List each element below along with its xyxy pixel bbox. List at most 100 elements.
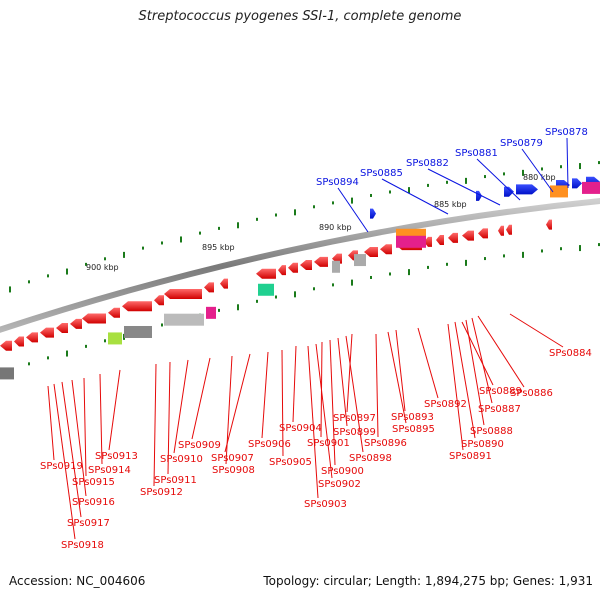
- gene-label: SPs0892: [424, 399, 467, 410]
- callout-line: [61, 381, 82, 518]
- annotation-bar: [0, 367, 14, 380]
- callout-line: [427, 168, 501, 206]
- callout-line: [337, 187, 369, 233]
- gene-label: SPs0885: [360, 168, 403, 179]
- gene-label: SPs0906: [248, 439, 291, 450]
- annotation-bar: [124, 325, 152, 338]
- feature-track: [0, 176, 600, 380]
- gene-label: SPs0900: [321, 466, 364, 477]
- gene-label: SPs0907: [211, 453, 254, 464]
- gene-label: SPs0919: [40, 461, 83, 472]
- callout-line: [108, 369, 121, 451]
- reverse-gene-arrow: [300, 259, 312, 270]
- scale-label: 895 kbp: [202, 243, 235, 252]
- scale-label: 890 kbp: [319, 223, 352, 232]
- callout-line: [509, 313, 564, 348]
- scale-label: 900 kbp: [86, 263, 119, 272]
- annotation-bar: [332, 260, 340, 273]
- annotation-bar: [582, 181, 600, 194]
- annotation-bar: [354, 254, 366, 267]
- callout-line: [167, 361, 171, 475]
- genome-backbone: [0, 197, 600, 333]
- gene-label: SPs0903: [304, 499, 347, 510]
- scale-ticks-outer: [9, 161, 600, 293]
- callout-line: [337, 337, 348, 427]
- scale-label: 880 kbp: [523, 173, 556, 182]
- callout-line: [315, 343, 333, 479]
- callout-line: [99, 373, 103, 465]
- reverse-gene-arrow: [154, 295, 164, 306]
- callout-line: [477, 315, 525, 388]
- callout-line: [476, 158, 521, 201]
- callout-line: [381, 178, 449, 215]
- reverse-gene-arrow: [380, 244, 392, 255]
- reverse-gene-arrow: [40, 327, 54, 338]
- gene-label: SPs0911: [154, 475, 197, 486]
- reverse-gene-arrow: [0, 340, 12, 351]
- gene-label: SPs0887: [478, 404, 521, 415]
- callout-line: [471, 317, 493, 404]
- gene-label: SPs0898: [349, 453, 392, 464]
- forward-gene-arrow: [504, 186, 514, 197]
- callout-line: [307, 345, 319, 499]
- annotation-bar: [258, 283, 274, 296]
- reverse-gene-arrow: [478, 228, 488, 239]
- reverse-gene-arrow: [82, 313, 106, 324]
- gene-label: SPs0905: [269, 457, 312, 468]
- gene-label: SPs0890: [461, 439, 504, 450]
- callout-line: [345, 335, 364, 453]
- gene-label: SPs0916: [72, 497, 115, 508]
- callout-line: [225, 355, 233, 465]
- forward-gene-arrow: [370, 208, 376, 219]
- gene-label: SPs0893: [391, 412, 434, 423]
- reverse-gene-arrow: [164, 288, 202, 299]
- gene-label: SPs0912: [140, 487, 183, 498]
- callout-line: [281, 349, 284, 457]
- annotation-bar: [550, 185, 568, 198]
- reverse-gene-arrow: [498, 225, 504, 236]
- callout-line: [417, 327, 439, 399]
- callout-line: [566, 137, 569, 189]
- gene-label: SPs0879: [500, 138, 543, 149]
- reverse-gene-arrow: [288, 262, 298, 273]
- gene-label: SPs0918: [61, 540, 104, 551]
- gene-label: SPs0908: [212, 465, 255, 476]
- gene-label: SPs0904: [279, 423, 322, 434]
- gene-label: SPs0895: [392, 424, 435, 435]
- reverse-gene-arrow: [26, 332, 38, 343]
- callout-line: [521, 148, 554, 193]
- annotation-bar: [396, 235, 426, 248]
- callout-line: [461, 321, 494, 386]
- reverse-gene-arrow: [278, 265, 286, 276]
- gene-label: SPs0894: [316, 177, 359, 188]
- callout-line: [454, 321, 476, 439]
- callout-line: [465, 319, 485, 426]
- gene-label: SPs0882: [406, 158, 449, 169]
- reverse-gene-arrow: [506, 224, 512, 235]
- callout-line: [191, 357, 211, 440]
- callout-line: [71, 379, 87, 497]
- callout-line: [387, 331, 407, 424]
- reverse-gene-arrow: [436, 234, 444, 245]
- map-title: Streptococcus pyogenes SSI-1, complete g…: [138, 9, 462, 24]
- gene-label: SPs0878: [545, 127, 588, 138]
- forward-gene-arrow: [572, 178, 582, 189]
- gene-label: SPs0902: [318, 479, 361, 490]
- gene-label: SPs0881: [455, 148, 498, 159]
- gene-label: SPs0917: [67, 518, 110, 529]
- gene-label: SPs0901: [307, 438, 350, 449]
- gene-label: SPs0889: [479, 386, 522, 397]
- reverse-gene-arrow: [220, 278, 228, 289]
- gene-label: SPs0914: [88, 465, 131, 476]
- reverse-gene-arrow: [462, 230, 474, 241]
- reverse-gene-arrow: [256, 268, 276, 279]
- reverse-gene-arrow: [70, 318, 82, 329]
- annotation-bar: [164, 313, 204, 326]
- annotation-bar: [206, 306, 216, 319]
- gene-label: SPs0897: [333, 413, 376, 424]
- gene-label: SPs0891: [449, 451, 492, 462]
- callout-line: [261, 351, 269, 439]
- callout-line: [346, 333, 353, 413]
- reverse-gene-arrow: [546, 219, 552, 230]
